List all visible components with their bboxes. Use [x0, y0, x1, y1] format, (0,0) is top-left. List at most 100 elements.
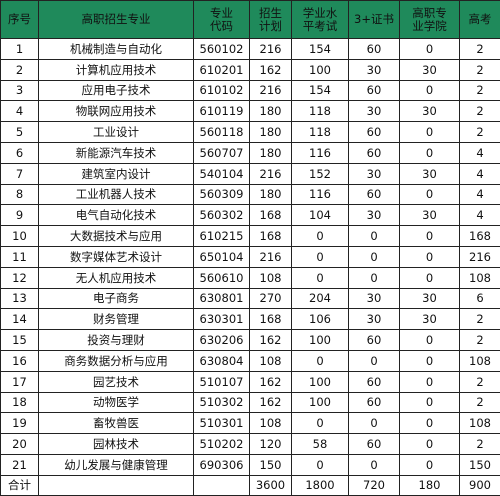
cell-major: 无人机应用技术: [39, 267, 194, 288]
header-gaokao: 高考: [460, 1, 500, 39]
cell-seq: 9: [1, 205, 39, 226]
cell-gaokao: 216: [460, 246, 500, 267]
cell-plan: 180: [250, 184, 292, 205]
header-major-line: 高职招生专业: [39, 13, 193, 26]
cell-gaokao: 4: [460, 205, 500, 226]
cell-seq: 13: [1, 288, 39, 309]
cell-seq: 16: [1, 350, 39, 371]
cell-exam: 100: [292, 392, 349, 413]
cell-major: 工业设计: [39, 122, 194, 143]
cell-cert: 60: [349, 330, 400, 351]
header-code-line: 专业: [194, 7, 249, 20]
header-code-line: 代码: [194, 20, 249, 33]
cell-college: 0: [400, 246, 460, 267]
cell-cert: 30: [349, 205, 400, 226]
cell-major: 建筑室内设计: [39, 163, 194, 184]
header-college-line: 高职专: [400, 7, 459, 20]
cell-college: 0: [400, 122, 460, 143]
cell-seq: 21: [1, 454, 39, 475]
cell-code: 630801: [194, 288, 250, 309]
cell-college: 0: [400, 39, 460, 60]
header-seq-line: 序号: [1, 13, 38, 26]
cell-college: 30: [400, 59, 460, 80]
cell-code: 510301: [194, 413, 250, 434]
cell-gaokao: 2: [460, 392, 500, 413]
header-plan-line: 计划: [250, 20, 291, 33]
header-code: 专业代码: [194, 1, 250, 39]
cell-major: 计算机应用技术: [39, 59, 194, 80]
cell-gaokao: 150: [460, 454, 500, 475]
cell-plan: 216: [250, 80, 292, 101]
cell-plan: 162: [250, 392, 292, 413]
cell-plan: 108: [250, 350, 292, 371]
cell-major: 物联网应用技术: [39, 101, 194, 122]
cell-college: 0: [400, 454, 460, 475]
cell-exam: 154: [292, 80, 349, 101]
cell-cert: 30: [349, 101, 400, 122]
header-gaokao-line: 高考: [460, 13, 500, 26]
cell-seq: 1: [1, 39, 39, 60]
cell-gaokao: 2: [460, 330, 500, 351]
cell-cert: 30: [349, 163, 400, 184]
cell-exam: 152: [292, 163, 349, 184]
cell-gaokao: 108: [460, 267, 500, 288]
cell-major: 园林技术: [39, 434, 194, 455]
cell-exam: 100: [292, 371, 349, 392]
cell-code: 630301: [194, 309, 250, 330]
cell-cert: 60: [349, 142, 400, 163]
cell-major: 畜牧兽医: [39, 413, 194, 434]
cell-cert: 60: [349, 39, 400, 60]
cell-cert: 0: [349, 454, 400, 475]
cell-code: 610119: [194, 101, 250, 122]
cell-seq: 3: [1, 80, 39, 101]
cell-exam: 154: [292, 39, 349, 60]
cell-code: 630804: [194, 350, 250, 371]
cell-exam: 58: [292, 434, 349, 455]
cell-cert: 0: [349, 350, 400, 371]
cell-code: 560309: [194, 184, 250, 205]
total-cert: 720: [349, 475, 400, 495]
cell-plan: 162: [250, 371, 292, 392]
header-cert-line: 3+证书: [349, 13, 399, 26]
cell-code: 510302: [194, 392, 250, 413]
cell-plan: 168: [250, 205, 292, 226]
total-plan: 3600: [250, 475, 292, 495]
cell-gaokao: 108: [460, 413, 500, 434]
cell-gaokao: 2: [460, 309, 500, 330]
cell-cert: 0: [349, 267, 400, 288]
cell-major: 电子商务: [39, 288, 194, 309]
cell-college: 30: [400, 205, 460, 226]
cell-cert: 30: [349, 309, 400, 330]
cell-plan: 180: [250, 101, 292, 122]
cell-cert: 60: [349, 122, 400, 143]
cell-major: 电气自动化技术: [39, 205, 194, 226]
cell-code: 560707: [194, 142, 250, 163]
cell-code: 510202: [194, 434, 250, 455]
cell-code: 650104: [194, 246, 250, 267]
cell-major: 数字媒体艺术设计: [39, 246, 194, 267]
cell-cert: 60: [349, 184, 400, 205]
cell-cert: 60: [349, 392, 400, 413]
cell-plan: 216: [250, 246, 292, 267]
cell-major: 大数据技术与应用: [39, 226, 194, 247]
cell-major: 机械制造与自动化: [39, 39, 194, 60]
cell-seq: 10: [1, 226, 39, 247]
cell-seq: 15: [1, 330, 39, 351]
header-plan-line: 招生: [250, 7, 291, 20]
cell-plan: 168: [250, 226, 292, 247]
cell-plan: 162: [250, 330, 292, 351]
cell-exam: 118: [292, 101, 349, 122]
header-cert: 3+证书: [349, 1, 400, 39]
cell-major: 应用电子技术: [39, 80, 194, 101]
cell-seq: 11: [1, 246, 39, 267]
cell-exam: 100: [292, 59, 349, 80]
cell-college: 30: [400, 101, 460, 122]
